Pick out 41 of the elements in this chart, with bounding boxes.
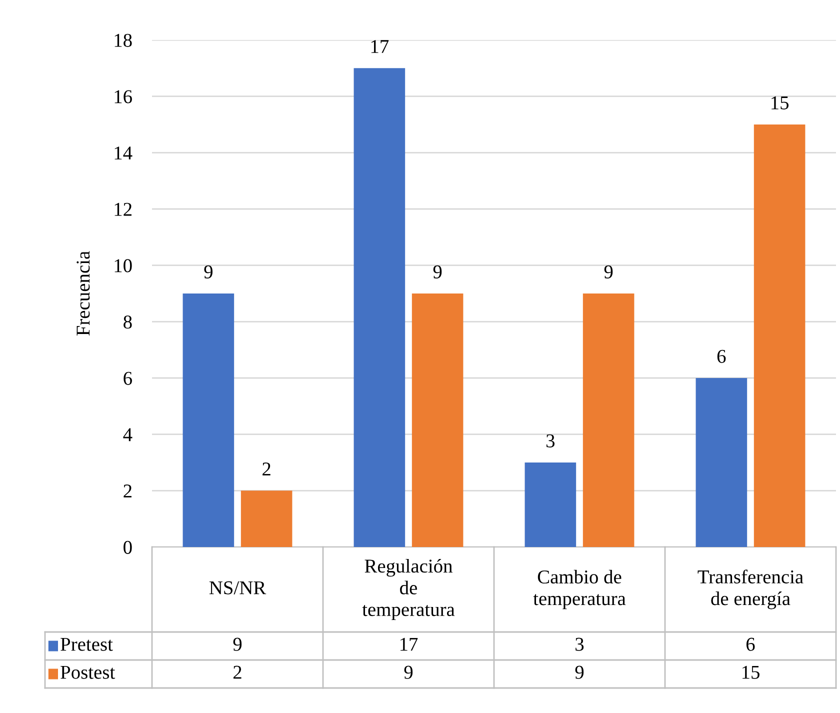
text: 17 [400, 638, 418, 651]
x-tick-label: NS/NR [209, 581, 266, 594]
bar [354, 68, 406, 547]
text: 2 [233, 666, 242, 679]
data-label: 2 [262, 462, 270, 476]
text: 6 [746, 638, 755, 651]
y-tick-label: 16 [114, 90, 132, 104]
y-tick-label: 4 [123, 428, 132, 442]
y-tick-label: 8 [124, 315, 132, 329]
bar [182, 294, 234, 547]
data-label: 9 [604, 265, 613, 278]
data-label: 9 [204, 265, 212, 278]
text: 9 [233, 638, 242, 651]
bar [412, 294, 464, 547]
y-tick-label: 14 [114, 146, 132, 160]
y-axis-title: Frecuencia [76, 251, 90, 336]
bar [240, 490, 292, 547]
y-tick-label: 18 [114, 34, 132, 47]
bar [582, 294, 634, 547]
text: 9 [575, 666, 584, 679]
legend-label: Postest [60, 666, 116, 679]
x-tick-label: Cambio de temperatura [533, 570, 626, 610]
y-tick-label: 12 [114, 202, 132, 216]
data-label: 9 [433, 265, 442, 278]
data-label: 17 [371, 40, 389, 53]
legend-label: Pretest [60, 638, 113, 651]
y-tick-label: 6 [124, 372, 132, 385]
text: 15 [742, 666, 760, 679]
text: 9 [404, 666, 413, 679]
data-label: 3 [546, 434, 555, 448]
x-tick-label: Regulación de temperatura [362, 558, 455, 620]
data-label: 15 [772, 96, 789, 110]
y-tick-label: 0 [124, 540, 132, 554]
y-tick-label: 10 [114, 259, 132, 272]
bar [754, 124, 806, 547]
data-label: 6 [717, 350, 726, 363]
text: 3 [576, 638, 584, 651]
y-tick-label: 2 [124, 484, 132, 498]
bar [524, 462, 576, 547]
x-tick-label: Transferencia de energía [698, 570, 804, 610]
bar [696, 378, 748, 547]
